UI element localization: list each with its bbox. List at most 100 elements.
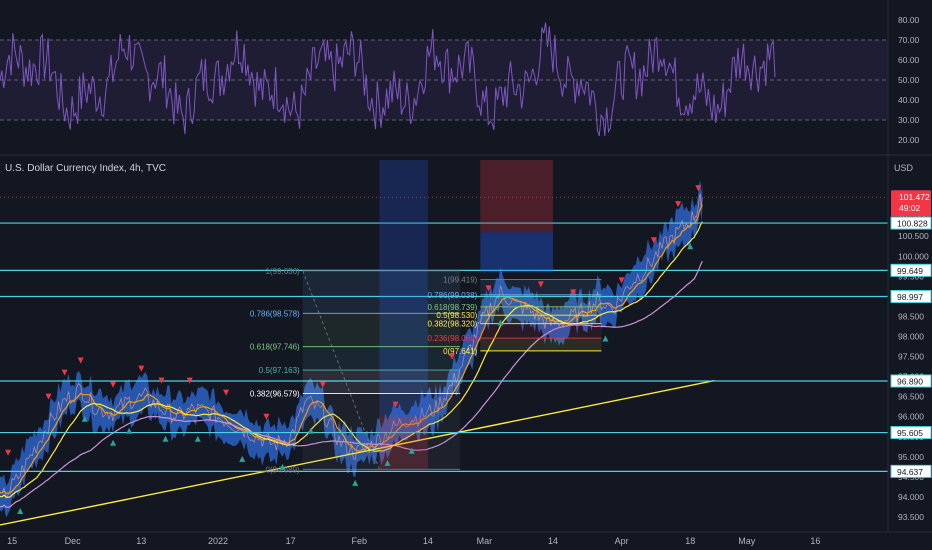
last-price-label: 101.472	[899, 192, 930, 202]
sell-signal-arrow	[570, 289, 577, 296]
fib-zone	[480, 338, 602, 351]
rsi-tick-label: 50.00	[898, 75, 920, 85]
fib-level-label: 0.382(98.320)	[427, 320, 477, 329]
fib-level-label: 1(99.419)	[443, 276, 478, 285]
buy-signal-arrow	[279, 463, 286, 470]
level-price-tag-label: 94.637	[897, 467, 923, 477]
sell-signal-arrow	[186, 377, 193, 384]
buy-signal-arrow	[162, 435, 169, 442]
ma-mid-line[interactable]	[0, 221, 703, 498]
fib-level-label: 0.786(98.578)	[250, 309, 300, 318]
sell-signal-arrow	[158, 377, 165, 384]
fib-zone	[302, 393, 461, 470]
sell-signal-arrow	[263, 413, 270, 420]
sell-signal-arrow	[138, 365, 145, 372]
buy-signal-arrow	[194, 435, 201, 442]
price-tick-label: 93.500	[898, 512, 924, 522]
countdown-label: 49:02	[899, 203, 921, 213]
time-tick-label: 16	[810, 536, 820, 546]
price-tick-label: 96.500	[898, 392, 924, 402]
buy-signal-arrow	[81, 415, 88, 422]
fib-level-label: 0.236(98.060)	[427, 334, 477, 343]
buy-signal-arrow	[384, 459, 391, 466]
sell-signal-arrow	[223, 389, 230, 396]
buy-signal-arrow	[602, 335, 609, 342]
sell-signal-arrow	[5, 449, 12, 456]
level-price-tag	[891, 426, 931, 439]
fib-zone	[302, 270, 461, 314]
price-tick-label: 100.500	[898, 231, 929, 241]
sell-signal-arrow	[650, 237, 657, 244]
time-tick-label: Feb	[351, 536, 367, 546]
price-tick-label: 98.500	[898, 311, 924, 321]
fib-level-label: 0.5(97.163)	[259, 366, 300, 375]
time-tick-label: Apr	[615, 536, 629, 546]
fib-level-label: 0.618(97.746)	[250, 343, 300, 352]
sell-signal-arrow	[485, 285, 492, 292]
level-price-tag-label: 99.649	[897, 266, 923, 276]
sell-signal-arrow	[319, 381, 326, 388]
level-price-tag	[891, 465, 931, 478]
rsi-tick-label: 40.00	[898, 95, 920, 105]
sell-signal-arrow	[45, 393, 52, 400]
currency-label: USD	[894, 163, 914, 173]
buy-signal-arrow	[110, 439, 117, 446]
price-axis[interactable]: 101.000100.500100.00099.50099.00098.5009…	[887, 0, 932, 532]
time-tick-label: May	[738, 536, 756, 546]
level-price-tag-border	[890, 464, 932, 478]
price-pane[interactable]	[0, 154, 932, 526]
trendline[interactable]	[0, 379, 715, 526]
sell-signal-arrow	[618, 277, 625, 284]
sell-signal-arrow	[110, 381, 117, 388]
chart-title: U.S. Dollar Currency Index, 4h, TVC	[5, 163, 166, 174]
fib-level-label: 0.786(99.038)	[427, 291, 477, 300]
time-tick-label: 15	[7, 536, 17, 546]
rsi-tick-label: 80.00	[898, 15, 920, 25]
rsi-tick-label: 20.00	[898, 135, 920, 145]
sell-signal-arrow	[695, 185, 702, 192]
price-tick-label: 100.000	[898, 251, 929, 261]
level-price-tag	[891, 264, 931, 277]
rsi-line[interactable]	[0, 22, 776, 137]
fib-zone	[302, 370, 461, 394]
time-axis[interactable]: 15 Dec 13 2022 17 Feb 14 Mar 14 Apr 18 May 16	[0, 531, 932, 546]
position-loss-zone	[480, 160, 553, 233]
rsi-pane[interactable]: 80.00 70.00 60.00 50.00 40.00 30.00 20.00	[0, 15, 920, 145]
level-price-tag	[891, 217, 931, 230]
time-tick-label: 2022	[208, 536, 228, 546]
buy-signal-arrow	[408, 447, 415, 454]
price-tick-label: 94.000	[898, 492, 924, 502]
level-price-tag-border	[890, 374, 932, 388]
fib-zone	[480, 315, 602, 324]
level-price-tag	[891, 375, 931, 388]
sell-signal-arrow	[61, 369, 68, 376]
price-tick-label: 96.000	[898, 412, 924, 422]
sell-signal-arrow	[77, 357, 84, 364]
buy-signal-arrow	[307, 427, 314, 434]
rsi-tick-label: 60.00	[898, 55, 920, 65]
level-price-tag-label: 100.828	[897, 219, 928, 229]
time-tick-label: 14	[548, 536, 558, 546]
level-price-tag-label: 96.890	[897, 377, 923, 387]
fib-level-label: 0.618(98.739)	[427, 303, 477, 312]
overlays: 1(99.636) 0.786(98.578) 0.618(97.746) 0.5(9…	[5, 160, 702, 514]
price-tick-label: 98.000	[898, 331, 924, 341]
fib-zone	[480, 306, 602, 316]
sell-signal-arrow	[675, 201, 682, 208]
fib-level-label: 1(99.636)	[265, 267, 300, 276]
position-profit-zone	[379, 160, 428, 417]
sell-signal-arrow	[392, 401, 399, 408]
level-price-tag-border	[890, 289, 932, 303]
time-tick-label: 18	[685, 536, 695, 546]
fib-zone	[480, 294, 602, 307]
time-tick-label: 17	[286, 536, 296, 546]
time-tick-label: 14	[423, 536, 433, 546]
buy-signal-arrow	[352, 479, 359, 486]
position-profit-zone	[480, 232, 553, 273]
level-price-tag-label: 98.997	[897, 292, 923, 302]
buy-signal-arrow	[497, 319, 504, 326]
time-tick-label: Dec	[65, 536, 82, 546]
last-price-tag	[891, 190, 931, 217]
ma-slow-line[interactable]	[0, 260, 703, 508]
